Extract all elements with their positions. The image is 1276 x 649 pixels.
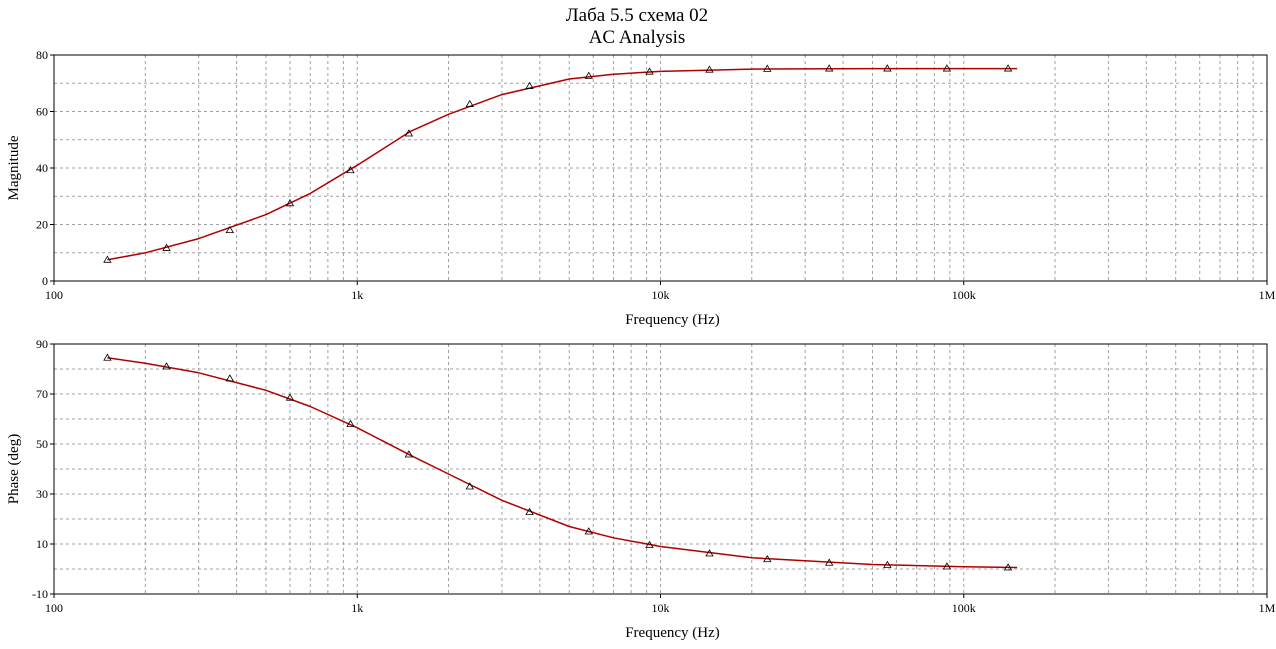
phase-y-tick-label: 70 [36,387,48,401]
phase-data-point [705,549,714,557]
magnitude-y-tick-label: 40 [36,161,48,175]
magnitude-series-line [107,67,1018,261]
phase-data-point [1003,563,1013,571]
magnitude-y-tick-label: 0 [42,274,48,288]
magnitude-x-tick-label: 1M [1259,288,1276,302]
phase-data-point [404,450,414,458]
magnitude-x-tick-label: 100 [45,288,63,302]
magnitude-data-point [584,71,593,79]
magnitude-x-tick-label: 100k [952,288,976,302]
phase-x-tick-label: 1k [351,601,363,615]
phase-plot: 100 1k 10k 100k 1M -10 10 30 50 70 90 Frequency (Hz… [6,337,1276,641]
phase-y-tick-label: 50 [36,437,48,451]
magnitude-data-point [525,81,534,89]
phase-y-tick-label: 90 [36,337,48,351]
magnitude-data-point [825,64,834,72]
phase-x-tick-label: 10k [652,601,670,615]
phase-data-point [465,482,474,490]
magnitude-plot: 100 1k 10k 100k 1M 0 20 40 60 80 Frequency (Hz) Mag… [6,48,1276,328]
phase-series-line [107,357,1018,569]
chart-title: Лаба 5.5 схема 02 [566,5,708,26]
magnitude-y-tick-label: 60 [36,105,48,119]
magnitude-data-point [645,67,654,75]
magnitude-data-point [465,99,474,108]
magnitude-data-point [763,64,772,72]
phase-y-tick-label: 10 [36,537,48,551]
phase-data-point [825,558,834,566]
phase-data-point [162,362,171,370]
magnitude-y-tick-label: 80 [36,48,48,62]
magnitude-data-point [103,255,112,263]
phase-data-point [285,393,295,401]
magnitude-x-tick-label: 1k [351,288,363,302]
phase-data-point [346,419,355,427]
phase-data-point [525,507,534,515]
phase-y-axis-label: Phase (deg) [6,434,22,504]
phase-data-point [225,374,235,382]
phase-x-tick-label: 1M [1259,601,1276,615]
magnitude-data-point [883,64,892,72]
phase-data-point [103,353,112,361]
phase-x-axis-label: Frequency (Hz) [625,625,720,641]
phase-data-point [763,554,772,563]
magnitude-x-tick-label: 10k [652,288,670,302]
phase-y-tick-label: 30 [36,487,48,501]
magnitude-data-point [225,225,235,234]
magnitude-data-point [404,129,414,137]
phase-data-point [584,527,593,535]
phase-data-point [645,540,654,548]
phase-x-tick-label: 100k [952,601,976,615]
magnitude-data-point [346,165,355,174]
magnitude-y-tick-label: 20 [36,218,48,232]
magnitude-data-point [1003,64,1013,72]
phase-data-point [942,562,952,570]
phase-data-point [883,560,892,568]
magnitude-y-axis-label: Magnitude [6,135,22,200]
magnitude-data-point [162,243,171,251]
phase-x-tick-label: 100 [45,601,63,615]
chart-subtitle: AC Analysis [589,27,686,48]
magnitude-data-point [705,65,714,73]
magnitude-data-point [942,64,952,72]
magnitude-x-axis-label: Frequency (Hz) [625,312,720,328]
phase-y-tick-label: -10 [32,587,48,601]
magnitude-data-point [285,199,295,207]
